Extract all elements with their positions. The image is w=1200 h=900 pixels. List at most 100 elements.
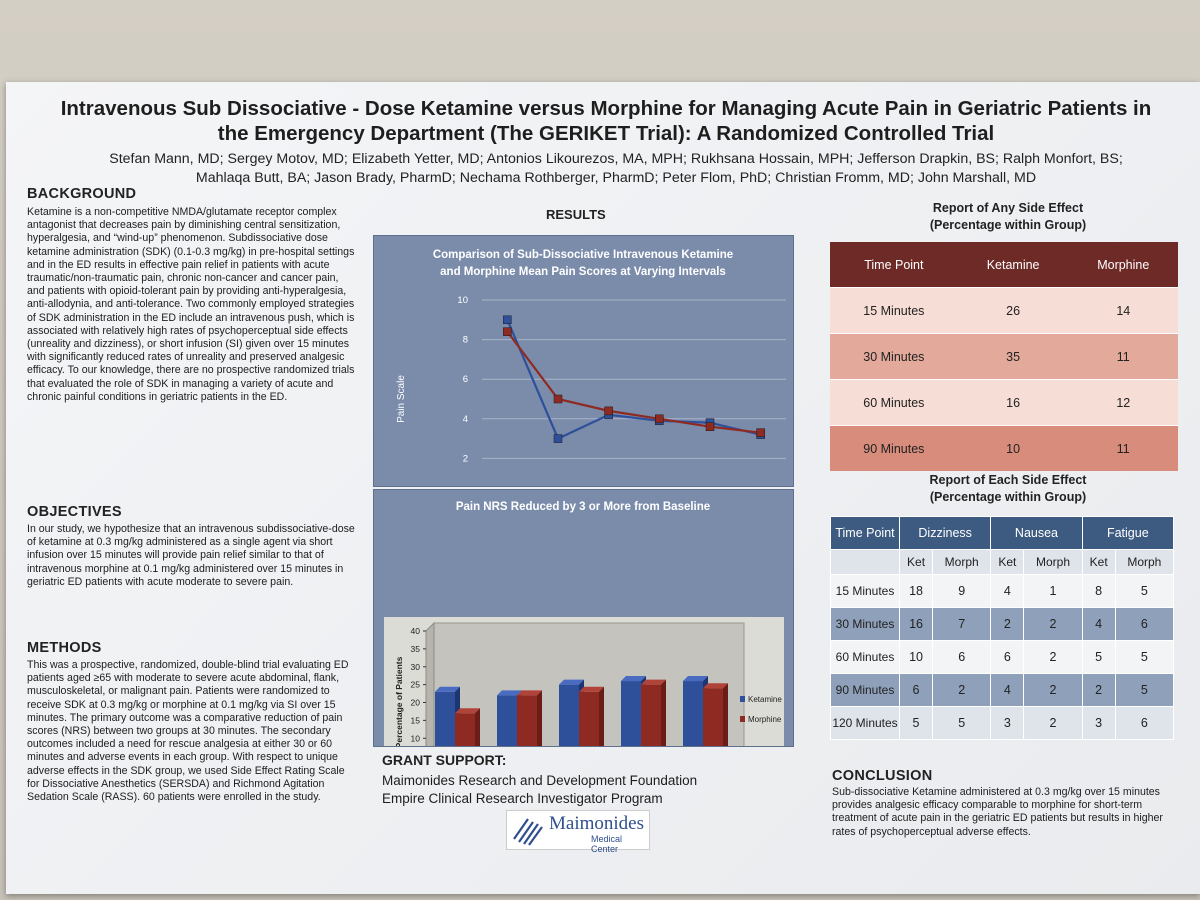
table-cell: 4 [990, 673, 1025, 707]
table-row: 120 Minutes 5 5 3 2 3 6 [830, 706, 1175, 740]
table-cell: 18 [898, 574, 934, 608]
y-tick-label: 6 [463, 374, 468, 385]
results-heading: RESULTS [546, 207, 606, 222]
bar-top [435, 686, 460, 692]
table-cell: 2 [1023, 640, 1083, 674]
title-line-1: Intravenous Sub Dissociative - Dose Keta… [60, 97, 1152, 120]
bar-morphine [703, 688, 723, 774]
y-tick-label: 30 [411, 662, 421, 672]
table-header-cell: Ketamine [957, 242, 1069, 288]
table-cell: 16 [898, 607, 934, 641]
table-subheader-cell: Ket [898, 549, 934, 575]
row-label-cell: 60 Minutes [830, 640, 900, 674]
table-cell: 2 [1023, 706, 1083, 740]
y-tick-label: 20 [411, 698, 421, 708]
each-side-effect-title: Report of Each Side Effect (Percentage w… [868, 472, 1148, 506]
logo-mark-icon [513, 818, 543, 846]
table-row: 30 Minutes 35 11 [830, 333, 1178, 380]
authors-line-1: Stefan Mann, MD; Sergey Motov, MD; Eliza… [109, 151, 1123, 167]
table-cell: 5 [1114, 574, 1175, 608]
bar-ketamine [621, 681, 641, 774]
table-cell: 26 [957, 287, 1069, 334]
table-cell: 5 [1081, 640, 1116, 674]
any-title-line-1: Report of Any Side Effect [932, 201, 1084, 215]
y-tick-label: 10 [411, 733, 421, 743]
grant-line-1: Maimonides Research and Development Foun… [382, 773, 698, 788]
table-row: 60 Minutes 10 6 6 2 5 5 [830, 640, 1175, 674]
poster-title: Intravenous Sub Dissociative - Dose Keta… [16, 96, 1196, 146]
table-cell: 5 [932, 706, 992, 740]
bar-ketamine [435, 691, 455, 774]
bar-top [497, 690, 522, 696]
table-cell: 2 [932, 673, 992, 707]
table-header-cell: Time Point [830, 516, 900, 550]
table-row: 60 Minutes 16 12 [830, 379, 1178, 426]
bar-top [703, 683, 728, 689]
table-subheader-cell: Morph [1023, 549, 1083, 575]
table-cell: 9 [932, 574, 992, 608]
series-line-ketamine [506, 319, 761, 441]
table-cell: 35 [957, 333, 1069, 380]
logo-sub: Medical Center [591, 834, 623, 854]
table-cell: 15 Minutes [830, 287, 958, 334]
table-cell: 11 [1068, 425, 1178, 471]
bar-ketamine [497, 695, 517, 774]
table-header-cell: Dizziness [898, 516, 992, 550]
table-cell: 1 [1023, 574, 1083, 608]
bar-top [683, 676, 708, 682]
any-side-effect-table: Time Point Ketamine Morphine 15 Minutes 26 14… [830, 242, 1178, 471]
bar-top [517, 690, 542, 696]
y-tick-label: 25 [411, 680, 421, 690]
authors-line-2: Mahlaqa Butt, BA; Jason Brady, PharmD; N… [195, 170, 1037, 186]
table-cell: 3 [990, 706, 1025, 740]
table-cell: 14 [1068, 287, 1178, 334]
y-axis-label: Pain Scale [396, 375, 407, 423]
table-cell: 2 [1081, 673, 1116, 707]
row-label-cell: 15 Minutes [830, 574, 900, 608]
y-tick-label: 40 [411, 626, 421, 636]
any-side-effect-title: Report of Any Side Effect (Percentage wi… [868, 200, 1148, 234]
row-label-cell: 120 Minutes [830, 706, 900, 740]
table-cell: 7 [932, 607, 992, 641]
each-title-line-1: Report of Each Side Effect [929, 473, 1087, 487]
bar-chart-title: Pain NRS Reduced by 3 or More from Basel… [456, 501, 710, 513]
bar-ketamine [683, 681, 703, 774]
bar-morphine [641, 684, 661, 774]
table-cell: 5 [898, 706, 934, 740]
y-tick-label: 15 [411, 715, 421, 725]
table-row: 15 Minutes 26 14 [830, 287, 1178, 334]
table-cell: 5 [1114, 640, 1175, 674]
line-chart-title: Comparison of Sub-Dissociative Intraveno… [433, 249, 733, 261]
y-tick-label: 8 [463, 335, 468, 346]
line-chart-title: and Morphine Mean Pain Scores at Varying… [440, 266, 726, 278]
table-cell: 6 [1114, 607, 1175, 641]
table-row: 90 Minutes 10 11 [830, 425, 1178, 471]
y-tick-label: 10 [457, 295, 468, 306]
table-cell: 6 [1114, 706, 1175, 740]
legend-label: Morphine [748, 715, 782, 724]
each-title-line-2: (Percentage within Group) [929, 490, 1087, 504]
legend-swatch [740, 716, 745, 722]
title-line-2: the Emergency Department (The GERIKET Tr… [217, 122, 995, 145]
bar-ketamine [559, 684, 579, 774]
line-chart: Comparison of Sub-Dissociative Intraveno… [395, 249, 787, 567]
each-side-effect-table: Time Point Dizziness Nausea Fatigue Ket Morph… [830, 516, 1175, 740]
table-header-cell: Fatigue [1081, 516, 1175, 550]
bar-chart-panel: Pain NRS Reduced by 3 or More from Basel… [373, 489, 794, 815]
bar-morphine [579, 691, 599, 774]
logo-name: Maimonides [549, 813, 644, 834]
table-subheader-cell: Morph [1114, 549, 1175, 575]
table-subheader-cell: Ket [990, 549, 1025, 575]
data-point [503, 327, 512, 336]
table-subheader-cell: Morph [932, 549, 992, 575]
grant-text: Maimonides Research and Development Foun… [382, 772, 697, 808]
data-point [705, 422, 715, 431]
table-header-row: Time Point Dizziness Nausea Fatigue [830, 516, 1175, 550]
bar-side [475, 708, 480, 774]
data-point [604, 406, 613, 416]
bar-chart: Pain NRS Reduced by 3 or More from Basel… [384, 501, 784, 815]
data-point [503, 315, 512, 325]
chart-side-wall [425, 621, 435, 776]
row-label-cell: 30 Minutes [830, 607, 900, 641]
table-cell: 60 Minutes [830, 379, 958, 426]
